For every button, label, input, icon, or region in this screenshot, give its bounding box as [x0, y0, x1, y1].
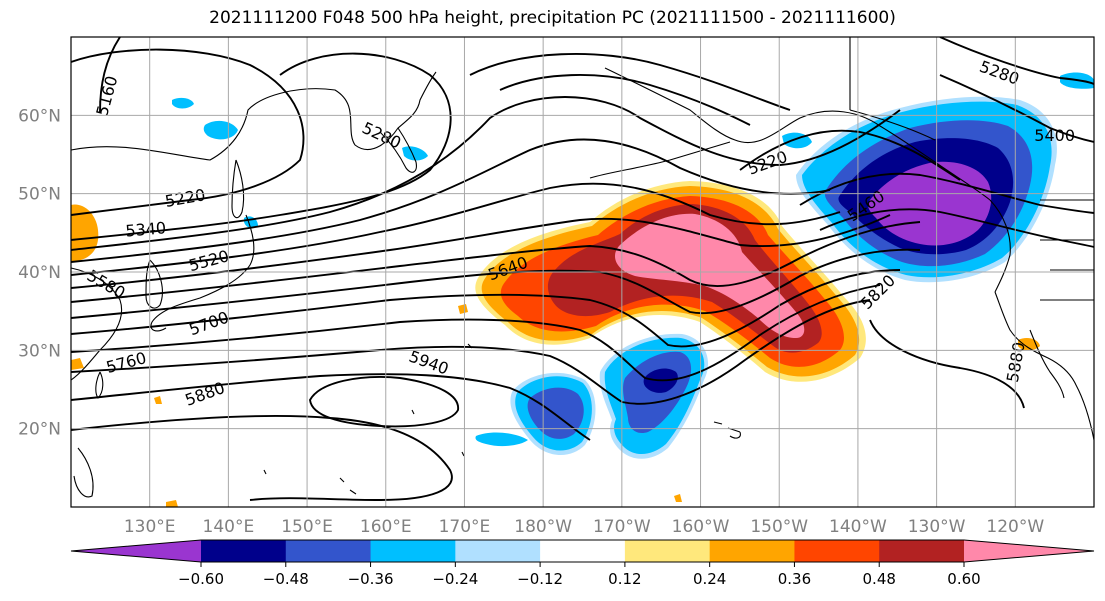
contour-5280-east	[939, 37, 1094, 85]
lat-tick-label: 30°N	[18, 341, 61, 361]
contour-5880-west	[71, 373, 591, 441]
contour-arctic-inner	[499, 74, 751, 126]
contour-5400-ne	[819, 208, 1094, 248]
colorbar-tick-label: −0.60	[178, 570, 224, 588]
colorbar-tick-label: −0.12	[517, 570, 563, 588]
baja-california	[1029, 329, 1065, 399]
lon-tick-label: 120°W	[986, 517, 1044, 537]
siberia-small-patch	[172, 97, 194, 109]
colorbar-swatch	[879, 540, 965, 562]
west-orange-small	[71, 358, 84, 370]
lon-tick-label: 150°E	[281, 517, 333, 537]
contour-5220-west	[71, 48, 305, 216]
lon-tick-label: 150°W	[750, 517, 808, 537]
contour-5160	[99, 37, 121, 113]
japan-coastline	[150, 214, 255, 332]
colorbar-swatch	[709, 540, 795, 562]
kamchatka-coastline	[379, 127, 417, 173]
kamchatka-blue-patch	[402, 146, 428, 161]
alaska-coastline	[604, 67, 1011, 293]
orange-dot-4	[674, 494, 682, 502]
hawaii-anomaly	[475, 432, 528, 447]
latitude-tick-labels: 20°N 30°N 40°N 50°N 60°N	[18, 106, 61, 439]
positive-precip-anomaly	[475, 181, 866, 382]
orange-dot-1	[458, 304, 468, 314]
orange-dot-3	[166, 500, 178, 507]
china-coastline	[71, 267, 122, 381]
colorbar-tick-label: −0.48	[263, 570, 309, 588]
asia-coastline	[71, 71, 437, 161]
lon-tick-label: 130°W	[908, 517, 966, 537]
colorbar-swatch	[794, 540, 880, 562]
colorbar-tick-label: 0.48	[863, 570, 896, 588]
lon-tick-label: 160°E	[360, 517, 412, 537]
contour-5760	[71, 284, 881, 382]
contour-5520	[71, 214, 891, 289]
lon-tick-label: 130°E	[124, 517, 176, 537]
contour-5340-east	[939, 74, 1094, 143]
coastlines	[71, 37, 1094, 498]
negative-precip-anomaly-south	[475, 333, 709, 459]
map-panel: 5160522053405520558057005760588059405280…	[18, 36, 1095, 537]
lat-tick-label: 60°N	[18, 106, 61, 126]
contour-5220-ne	[739, 129, 961, 181]
pacific-islets	[263, 343, 473, 495]
contour-5820	[71, 299, 871, 405]
lon-tick-label: 140°W	[829, 517, 887, 537]
lon-tick-label: 140°E	[203, 517, 255, 537]
contour-5340-ne	[799, 172, 1094, 214]
colorbar-tick-label: 0.24	[693, 570, 726, 588]
lon-tick-label: 160°W	[672, 517, 730, 537]
lat-tick-label: 40°N	[18, 263, 61, 283]
colorbar-swatch	[455, 540, 541, 562]
lon-tick-label: 170°E	[439, 517, 491, 537]
colorbar-extend-high	[964, 540, 1094, 562]
lon-tick-label: 180°W	[514, 517, 572, 537]
positive-anomaly-060	[615, 213, 805, 338]
contour-5640	[71, 248, 921, 319]
aleutian-islands	[589, 141, 731, 179]
contour-arctic	[469, 53, 791, 111]
colorbar-swatch	[370, 540, 456, 562]
map-layers: 5160522053405520558057005760588059405280…	[71, 37, 1094, 507]
philippines-coastline	[73, 447, 94, 498]
colorbar: −0.60 −0.48 −0.36 −0.24 −0.12 0.12 0.24 0.36 0.4…	[70, 539, 1095, 588]
contour-label: 5340	[125, 218, 167, 240]
gridlines	[71, 37, 1094, 507]
longitude-tick-labels: 130°E 140°E 150°E 160°E 170°E 180°W 170°W 160°W…	[124, 517, 1045, 537]
contour-5940	[309, 376, 459, 428]
colorbar-swatch	[285, 540, 372, 562]
lat-tick-label: 50°N	[18, 185, 61, 205]
contour-5580	[71, 221, 921, 303]
north-america-west-coast	[994, 291, 1094, 441]
canada-borders	[849, 37, 1094, 301]
colorbar-tick-label: −0.24	[432, 570, 478, 588]
siberia-blue-patch	[203, 120, 238, 140]
colorbar-tick-label: 0.36	[778, 570, 811, 588]
map-title: 2021111200 F048 500 hPa height, precipit…	[209, 8, 896, 28]
lon-tick-label: 170°W	[593, 517, 651, 537]
colorbar-tick-label: −0.36	[348, 570, 394, 588]
map-frame	[70, 36, 1095, 508]
orange-dot-2	[154, 396, 162, 404]
scattered-anomaly-patches	[71, 72, 1094, 507]
contour-label: 5400	[1034, 126, 1075, 145]
sakhalin-coastline	[231, 159, 245, 219]
contour-5340	[71, 96, 901, 251]
contour-5280-west	[71, 52, 452, 241]
contour-5880-south	[71, 414, 453, 501]
korea-coastline	[145, 259, 163, 309]
colorbar-extend-low	[71, 540, 201, 562]
lat-tick-label: 20°N	[18, 420, 61, 440]
colorbar-tick-label: 0.60	[947, 570, 980, 588]
colorbar-swatch	[201, 540, 287, 562]
contour-5400	[71, 138, 831, 263]
colorbar-swatch	[624, 540, 711, 562]
colorbar-swatch	[540, 540, 626, 562]
contour-5700	[71, 269, 901, 348]
colorbar-tick-label: 0.12	[608, 570, 641, 588]
